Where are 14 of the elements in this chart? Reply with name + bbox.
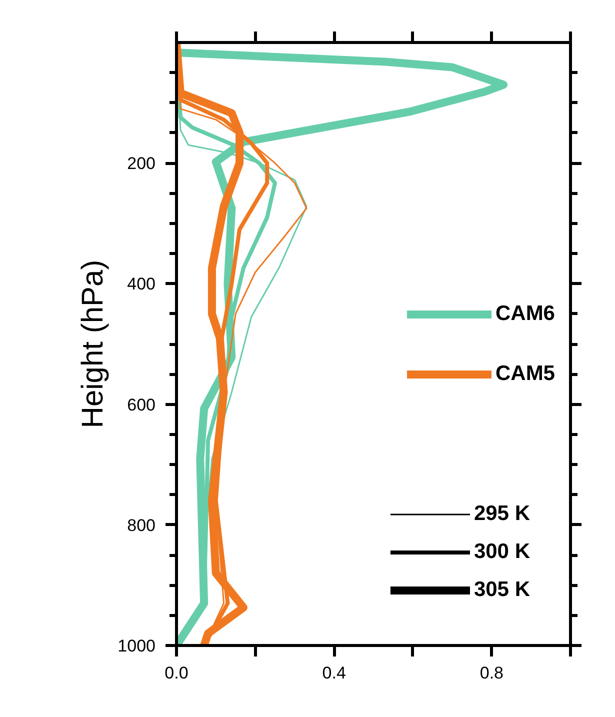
x-tick-label: 0.8 — [480, 664, 504, 682]
x-tick-label: 0.0 — [164, 664, 188, 682]
y-tick-label: 200 — [127, 154, 156, 174]
annotation: 305 K — [474, 578, 530, 602]
y-tick-label: 800 — [127, 516, 156, 535]
legend-label: CAM6 — [495, 302, 555, 326]
y-axis-title: Height (hPa) — [76, 260, 110, 428]
x-tick-label: 0.4 — [322, 664, 346, 682]
legend-label: CAM5 — [495, 362, 555, 386]
y-tick-label: 600 — [127, 395, 156, 414]
annotation: 300 K — [474, 540, 530, 564]
annotation: 295 K — [474, 502, 530, 526]
y-tick-label: 400 — [127, 274, 156, 294]
y-tick-label: 1000 — [118, 636, 156, 656]
